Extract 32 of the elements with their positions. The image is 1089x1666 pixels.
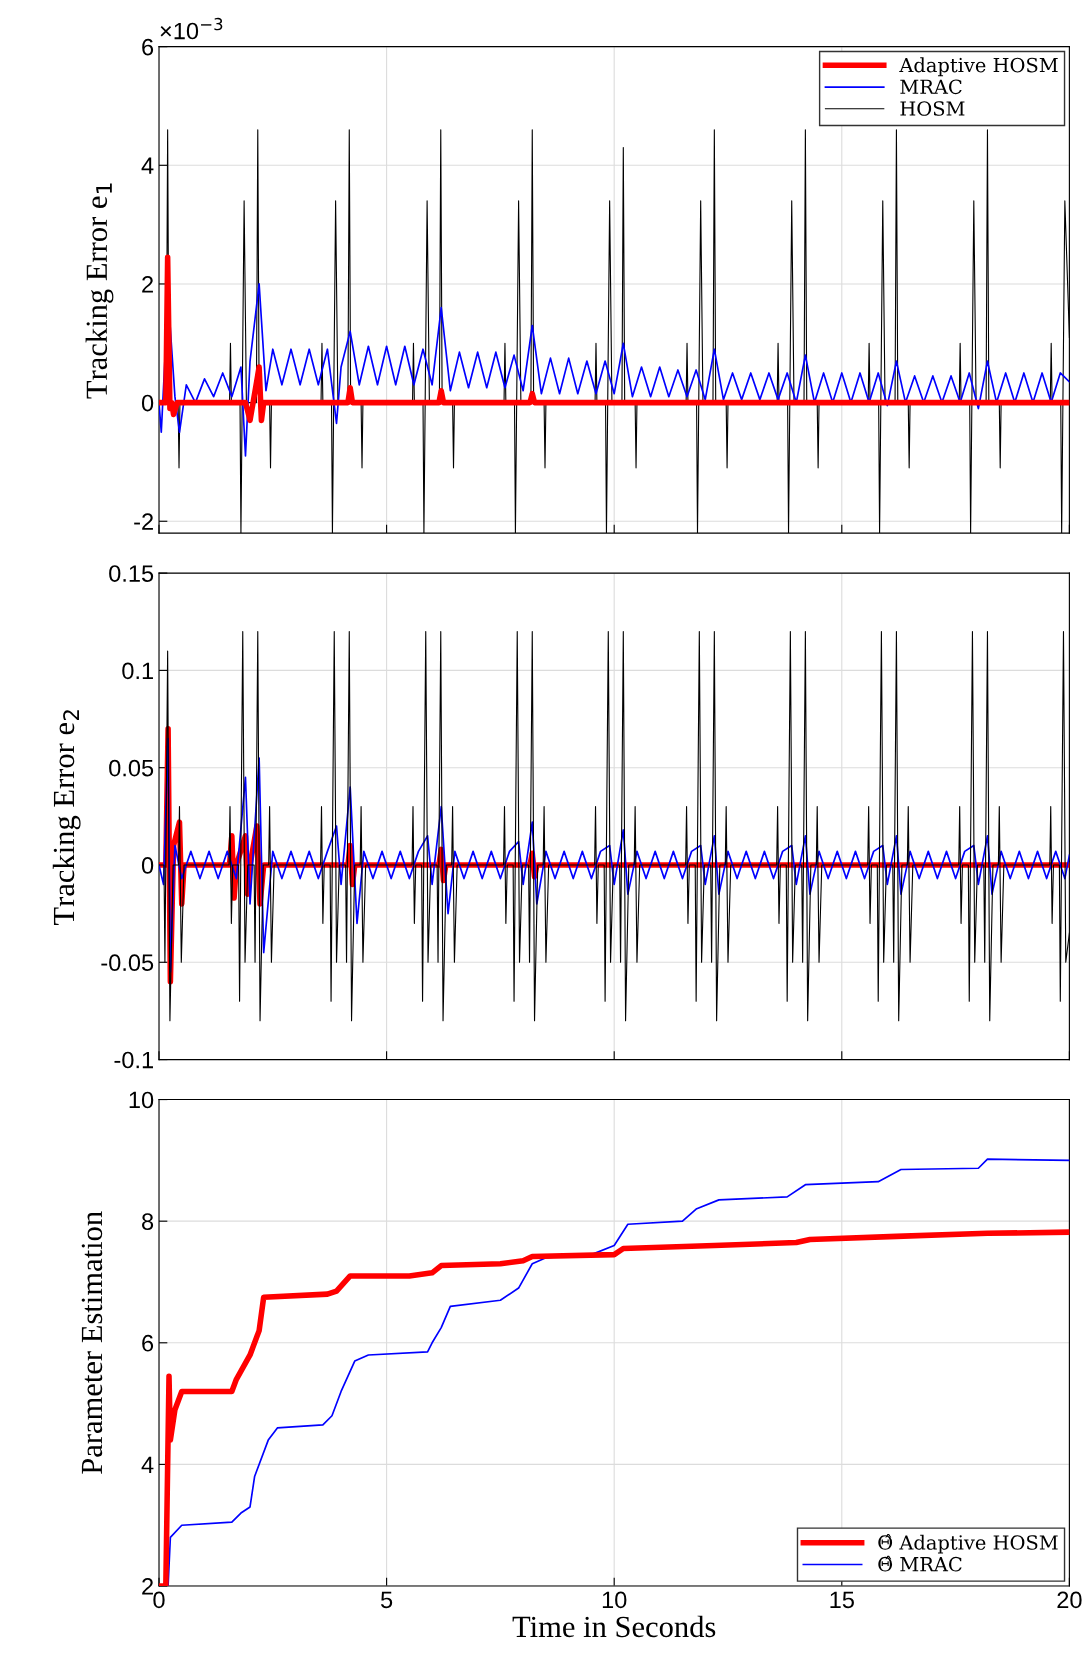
y-axis-title: Tracking Error e$_{2}$ — [52, 710, 81, 926]
y-tick-label: 10 — [129, 1091, 154, 1109]
y-tick-label: -0.05 — [101, 954, 154, 972]
y-tick-label: 8 — [142, 1213, 154, 1230]
y-tick-label: 0 — [141, 394, 154, 412]
y-tick-label: 0.05 — [109, 759, 154, 777]
legend-label: MRAC — [900, 79, 962, 95]
text: ×10$^{−3}$ — [160, 17, 223, 40]
y-tick-label: 2 — [142, 1578, 153, 1595]
x-axis-title: Time in Seconds — [512, 1615, 716, 1638]
y-axis-title: Tracking Error e$_{1}$ — [85, 183, 114, 399]
y-tick-label: 4 — [141, 157, 154, 174]
y-tick-label: 0.1 — [122, 662, 153, 680]
x-tick-label: 0 — [153, 1591, 165, 1609]
y-tick-label: 2 — [142, 276, 153, 293]
legend-label: Adaptive HOSM — [899, 57, 1058, 77]
y-tick-label: 6 — [142, 1334, 154, 1352]
x-tick-label: 20 — [1057, 1591, 1082, 1609]
y-axis-title: Parameter Estimation — [81, 1211, 103, 1474]
x-tick-label: 5 — [380, 1591, 393, 1609]
y-tick-label: -0.1 — [114, 1051, 153, 1069]
y-tick-label: 0 — [141, 857, 154, 874]
y-tick-label: 4 — [141, 1456, 154, 1473]
legend-label: Θ̂ Adaptive HOSM — [878, 1534, 1058, 1554]
line-series — [158, 283, 1070, 457]
y-tick-label: -2 — [134, 513, 153, 530]
y-tick-label: 6 — [142, 38, 154, 56]
x-tick-label: 10 — [602, 1591, 627, 1609]
legend-label: HOSM — [900, 101, 965, 116]
y-tick-label: 0.15 — [109, 565, 154, 582]
x-tick-label: 15 — [830, 1591, 854, 1609]
legend-label: Θ̂ MRAC — [878, 1555, 962, 1572]
